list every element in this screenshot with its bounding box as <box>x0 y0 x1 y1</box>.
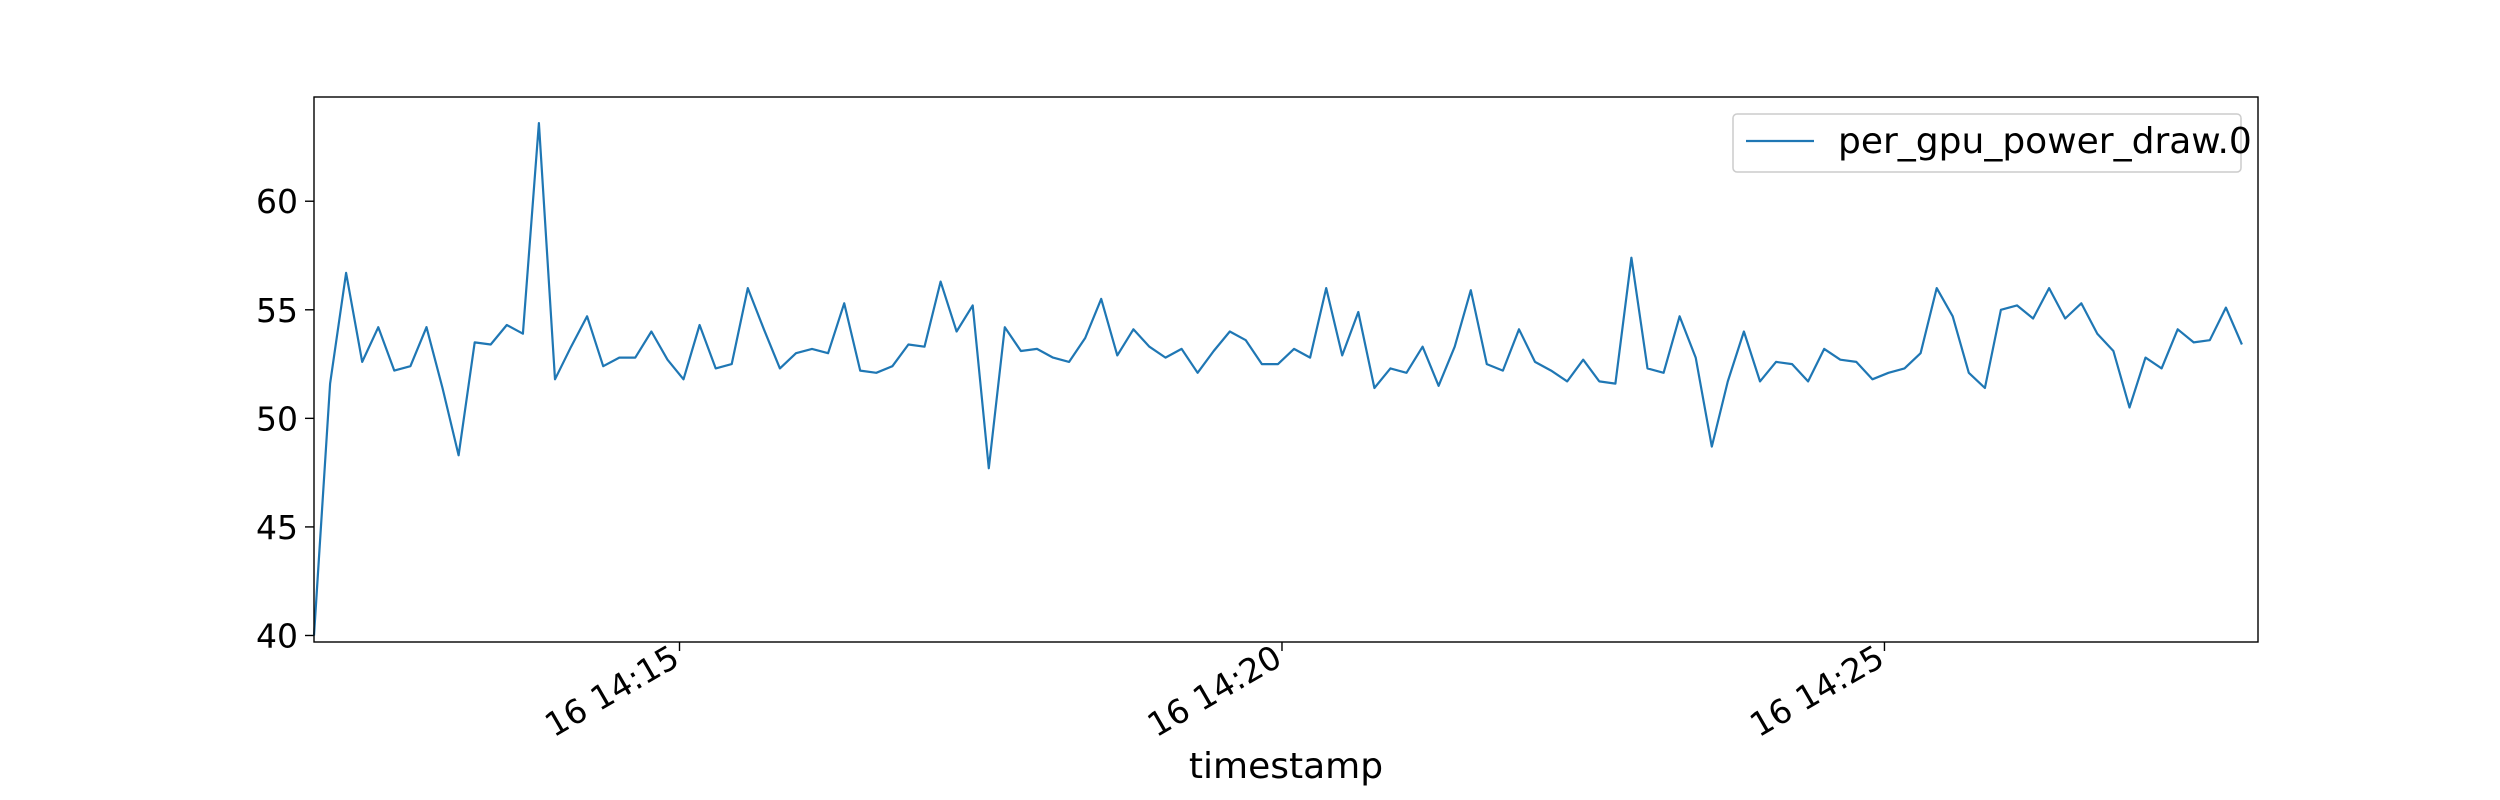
y-tick-label: 55 <box>256 291 298 330</box>
y-tick-label: 45 <box>256 508 298 547</box>
legend-frame <box>1732 113 2242 173</box>
y-tick-label: 60 <box>256 182 298 221</box>
legend: per_gpu_power_draw.0 <box>1732 113 2252 173</box>
y-tick-label: 40 <box>256 616 298 655</box>
x-tick-label: 16 14:25 <box>1743 637 1890 745</box>
y-tick-label: 50 <box>256 399 298 438</box>
x-axis: 16 14:15 16 14:20 16 14:25 <box>538 637 1890 745</box>
series-line-per-gpu-power-draw-0 <box>312 121 2243 636</box>
y-axis: 40 45 50 55 60 <box>256 182 314 655</box>
legend-entry-label: per_gpu_power_draw.0 <box>1838 121 2252 162</box>
plot-frame <box>313 96 2259 643</box>
x-tick-label: 16 14:15 <box>538 637 685 745</box>
x-axis-label: timestamp <box>1189 746 1383 787</box>
x-tick-label: 16 14:20 <box>1141 637 1288 745</box>
